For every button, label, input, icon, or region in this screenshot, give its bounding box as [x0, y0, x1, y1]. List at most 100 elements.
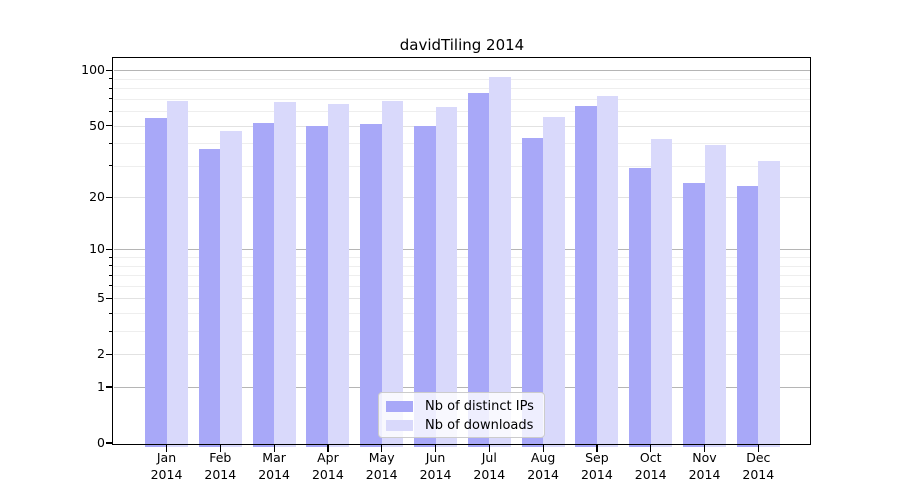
gridline-mid — [114, 197, 810, 199]
bar-downloads-feb — [220, 130, 242, 447]
legend-label: Nb of downloads — [425, 418, 534, 433]
x-tick-label: Jun 2014 — [419, 450, 452, 482]
bar-distinct-ips-aug — [521, 137, 544, 447]
x-tick-label: Jan 2014 — [150, 450, 183, 482]
x-tick-mark — [434, 444, 437, 452]
bar-distinct-ips-jan — [145, 118, 167, 447]
gridline-mid — [114, 354, 810, 356]
gridline-minor — [114, 78, 810, 80]
gridline-minor — [114, 313, 810, 315]
bar-downloads-apr — [327, 103, 350, 447]
x-tick-label: May 2014 — [365, 450, 398, 482]
gridline-minor — [114, 265, 810, 267]
y-tick-label: 10 — [89, 241, 105, 257]
y-minor-tick-mark — [109, 98, 113, 100]
bar-distinct-ips-jun — [414, 125, 436, 447]
bar-distinct-ips-dec — [736, 186, 759, 447]
bar-distinct-ips-feb — [198, 149, 221, 447]
bar-downloads-mar — [274, 102, 296, 447]
y-tick-label: 1 — [97, 379, 105, 394]
x-tick-label: Dec 2014 — [742, 450, 775, 482]
bar-downloads-sep — [596, 95, 619, 447]
x-tick-mark — [757, 444, 759, 452]
y-tick-label: 50 — [89, 117, 105, 133]
gridline-major — [114, 249, 810, 251]
x-tick-mark — [542, 444, 544, 452]
y-tick-mark — [106, 353, 113, 355]
bar-downloads-may — [381, 101, 404, 447]
gridline-minor — [114, 111, 810, 113]
y-minor-tick-mark — [109, 256, 113, 258]
gridline-minor — [114, 331, 810, 333]
y-minor-tick-mark — [109, 87, 113, 89]
x-tick-mark — [488, 444, 490, 452]
y-tick-mark — [106, 297, 113, 299]
bar-distinct-ips-mar — [252, 122, 275, 447]
chart-title: davidTiling 2014 — [399, 36, 525, 54]
y-tick-label: 100 — [81, 62, 105, 78]
x-tick-mark — [327, 444, 329, 452]
legend-row: Nb of distinct IPs — [386, 399, 544, 414]
gridline-minor — [114, 143, 810, 145]
y-tick-mark — [106, 248, 113, 251]
bar-downloads-oct — [650, 139, 673, 447]
y-minor-tick-mark — [109, 330, 113, 332]
bar-distinct-ips-apr — [306, 125, 328, 447]
x-tick-label: Oct 2014 — [634, 450, 667, 482]
y-tick-mark — [106, 125, 113, 127]
y-minor-tick-mark — [109, 165, 113, 167]
gridline-minor — [114, 257, 810, 259]
bar-distinct-ips-sep — [575, 106, 597, 447]
bar-downloads-jan — [166, 101, 188, 447]
x-tick-label: Mar 2014 — [258, 450, 290, 482]
gridline-minor — [114, 88, 810, 90]
bar-downloads-jul — [489, 77, 511, 447]
y-tick-label: 20 — [89, 189, 105, 205]
y-minor-tick-mark — [109, 312, 113, 314]
bar-distinct-ips-oct — [629, 168, 651, 447]
bar-downloads-nov — [704, 145, 726, 447]
gridline-major — [114, 70, 810, 72]
y-tick-mark — [106, 386, 113, 388]
y-minor-tick-mark — [109, 78, 113, 80]
bar-downloads-dec — [758, 160, 780, 447]
bar-distinct-ips-may — [360, 124, 382, 447]
y-tick-label: 0 — [97, 435, 105, 450]
y-minor-tick-mark — [109, 110, 113, 112]
legend-label: Nb of distinct IPs — [425, 399, 534, 414]
gridline-minor — [114, 275, 810, 277]
y-tick-mark — [106, 69, 113, 72]
y-minor-tick-mark — [109, 285, 113, 287]
y-minor-tick-mark — [109, 142, 113, 144]
bar-downloads-aug — [543, 116, 565, 447]
y-minor-tick-mark — [109, 265, 113, 267]
bar-downloads-jun — [435, 107, 457, 447]
x-tick-label: Feb 2014 — [204, 450, 237, 482]
x-tick-mark — [219, 444, 221, 452]
bar-distinct-ips-jul — [467, 93, 490, 447]
y-minor-tick-mark — [109, 274, 113, 276]
y-tick-label: 2 — [97, 346, 105, 362]
gridline-mid — [114, 125, 810, 127]
x-tick-mark — [381, 444, 383, 452]
x-tick-mark — [703, 444, 706, 452]
x-tick-label: Sep 2014 — [580, 450, 613, 482]
gridline-minor — [114, 285, 810, 287]
legend: Nb of distinct IPs Nb of downloads — [378, 392, 545, 438]
gridline-minor — [114, 98, 810, 100]
y-tick-label: 5 — [97, 290, 105, 306]
y-tick-mark — [106, 442, 113, 444]
x-tick-mark — [650, 444, 652, 452]
legend-swatch-downloads — [386, 420, 413, 431]
legend-swatch-distinct-ips — [386, 401, 413, 412]
gridline-minor — [114, 165, 810, 167]
gridline-major — [114, 387, 810, 388]
gridline-mid — [114, 298, 810, 300]
x-tick-label: Nov 2014 — [688, 450, 721, 482]
x-tick-mark — [596, 444, 598, 452]
bar-distinct-ips-nov — [683, 183, 705, 447]
x-tick-label: Aug 2014 — [527, 450, 559, 482]
y-tick-mark — [106, 196, 113, 198]
legend-row: Nb of downloads — [386, 418, 544, 433]
